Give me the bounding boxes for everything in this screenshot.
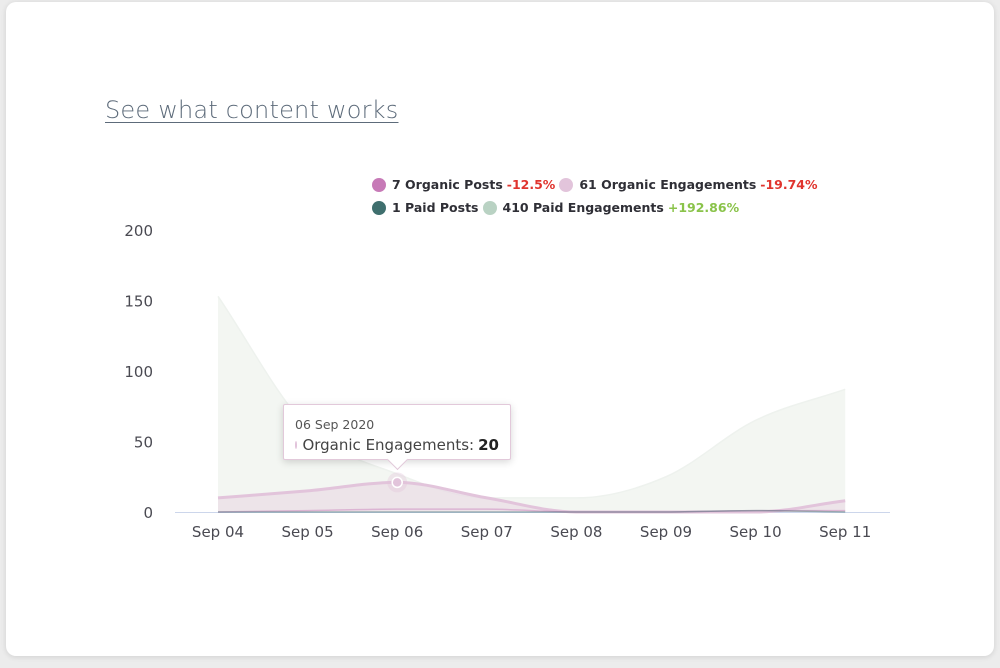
legend-change: +192.86% — [667, 200, 740, 215]
y-tick-label: 200 — [124, 222, 153, 240]
legend-item[interactable]: 410 Paid Engagements +192.86% — [482, 198, 740, 218]
x-tick-label: Sep 11 — [819, 523, 871, 541]
organic-engagements-series — [217, 480, 846, 514]
series-line — [217, 509, 846, 513]
baseline-series — [217, 508, 846, 513]
card-title-link[interactable]: See what content works — [105, 96, 399, 124]
legend-label: 7 Organic Posts — [392, 177, 503, 192]
organic-engagements-line — [217, 480, 846, 514]
tooltip-series-dot — [295, 441, 298, 449]
x-tick-label: Sep 06 — [371, 523, 423, 541]
x-axis: Sep 04 Sep 05 Sep 06 Sep 07 Sep 08 Sep 09 Sep … — [175, 512, 890, 541]
y-tick-label: 0 — [143, 504, 153, 522]
y-tick-label: 50 — [134, 434, 153, 452]
legend-item[interactable]: 7 Organic Posts -12.5% — [372, 175, 555, 195]
x-tick-label: Sep 09 — [640, 523, 692, 541]
x-tick-label: Sep 04 — [192, 523, 244, 541]
paid-engagements-area — [218, 296, 846, 512]
legend-label: 61 Organic Engagements — [579, 177, 757, 192]
legend-dot-icon — [372, 178, 386, 192]
chart-tooltip: 06 Sep 2020 Organic Engagements: 20 — [283, 404, 511, 471]
y-tick-label: 150 — [124, 293, 153, 311]
x-tick-label: Sep 10 — [730, 523, 782, 541]
tooltip-value: 20 — [478, 436, 499, 454]
tooltip-row: Organic Engagements: 20 — [295, 436, 499, 454]
chart-legend: 7 Organic Posts -12.5% 61 Organic Engageme… — [372, 175, 912, 221]
y-tick-label: 100 — [124, 363, 153, 381]
legend-item[interactable]: 61 Organic Engagements -19.74% — [559, 175, 818, 195]
legend-dot-icon — [559, 178, 574, 192]
chart-card — [6, 2, 994, 656]
x-tick-label: Sep 08 — [550, 523, 602, 541]
legend-change: -19.74% — [760, 177, 818, 192]
legend-dot-icon — [482, 201, 497, 215]
tooltip-date: 06 Sep 2020 — [295, 417, 375, 432]
x-tick-label: Sep 07 — [461, 523, 513, 541]
x-tick-label: Sep 05 — [282, 523, 334, 541]
hover-point — [391, 476, 403, 489]
legend-item[interactable]: 1 Paid Posts — [372, 198, 479, 218]
legend-label: 410 Paid Engagements — [502, 200, 664, 215]
legend-label: 1 Paid Posts — [392, 200, 479, 215]
legend-change: -12.5% — [506, 177, 556, 192]
legend-dot-icon — [372, 201, 386, 215]
organic-engagements-area — [218, 482, 846, 512]
hover-marker — [387, 472, 408, 493]
tooltip-series-label: Organic Engagements: — [302, 436, 475, 454]
y-axis: 0 50 100 150 200 — [124, 222, 153, 522]
series-line — [217, 508, 846, 513]
